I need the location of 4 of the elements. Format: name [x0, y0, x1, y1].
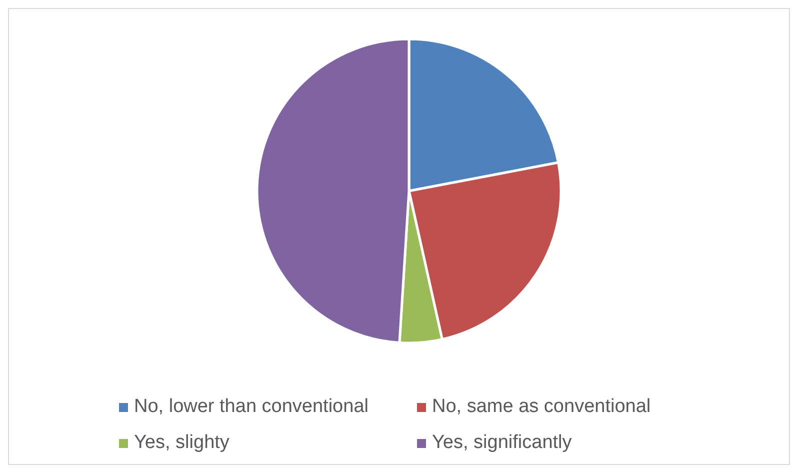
legend-label: No, lower than conventional: [134, 396, 368, 418]
legend-label: No, same as conventional: [432, 396, 651, 418]
legend-label: Yes, slighty: [134, 432, 230, 454]
legend-label: Yes, significantly: [432, 432, 572, 454]
